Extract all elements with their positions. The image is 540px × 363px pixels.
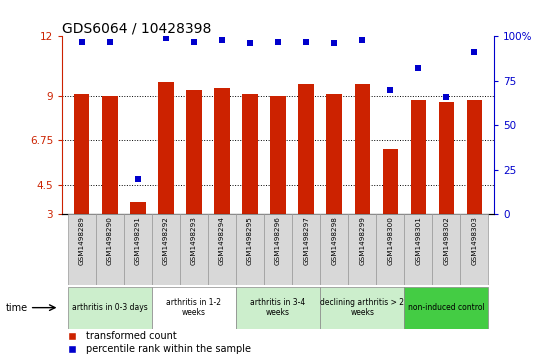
Bar (158, 82, 173, 214)
Text: GSM1498295: GSM1498295 (247, 216, 253, 265)
Point (442, 94, 451, 100)
Point (190, 39, 198, 45)
FancyBboxPatch shape (208, 214, 236, 285)
Bar (299, 84, 314, 214)
FancyBboxPatch shape (96, 214, 124, 285)
Text: declining arthritis > 2
weeks: declining arthritis > 2 weeks (320, 298, 404, 317)
FancyBboxPatch shape (124, 214, 152, 285)
Text: GSM1498297: GSM1498297 (303, 216, 309, 265)
FancyBboxPatch shape (376, 214, 404, 285)
Point (302, 39, 310, 45)
Point (414, 65, 423, 71)
Bar (74, 94, 90, 214)
FancyBboxPatch shape (236, 287, 320, 329)
Bar (102, 95, 118, 214)
Text: arthritis in 1-2
weeks: arthritis in 1-2 weeks (166, 298, 221, 317)
FancyBboxPatch shape (68, 214, 96, 285)
FancyBboxPatch shape (152, 287, 236, 329)
Point (274, 39, 282, 45)
Bar (186, 90, 201, 214)
Bar (410, 99, 426, 214)
Bar (355, 84, 370, 214)
FancyBboxPatch shape (320, 287, 404, 329)
Text: GSM1498293: GSM1498293 (191, 216, 197, 265)
Bar (467, 99, 482, 214)
FancyBboxPatch shape (292, 214, 320, 285)
Point (246, 41, 254, 46)
Text: GSM1498303: GSM1498303 (471, 216, 477, 265)
Point (218, 37, 226, 43)
Bar (214, 88, 230, 214)
FancyBboxPatch shape (152, 214, 180, 285)
Point (77, 39, 86, 45)
Text: GDS6064 / 10428398: GDS6064 / 10428398 (62, 21, 212, 35)
Text: GSM1498298: GSM1498298 (331, 216, 337, 265)
Text: GSM1498301: GSM1498301 (415, 216, 421, 265)
FancyBboxPatch shape (348, 214, 376, 285)
Legend: transformed count, percentile rank within the sample: transformed count, percentile rank withi… (59, 327, 255, 358)
Point (386, 87, 395, 93)
FancyBboxPatch shape (264, 214, 292, 285)
Point (161, 35, 170, 41)
FancyBboxPatch shape (320, 214, 348, 285)
Text: arthritis in 3-4
weeks: arthritis in 3-4 weeks (251, 298, 306, 317)
FancyBboxPatch shape (461, 214, 489, 285)
FancyBboxPatch shape (236, 214, 264, 285)
FancyBboxPatch shape (180, 214, 208, 285)
Bar (271, 95, 286, 214)
Text: non-induced control: non-induced control (408, 303, 485, 312)
FancyBboxPatch shape (404, 287, 489, 329)
Point (358, 37, 367, 43)
Bar (383, 149, 398, 214)
Point (133, 176, 142, 182)
Text: GSM1498290: GSM1498290 (107, 216, 113, 265)
Bar (327, 94, 342, 214)
Text: GSM1498300: GSM1498300 (387, 216, 393, 265)
Text: GSM1498296: GSM1498296 (275, 216, 281, 265)
Bar (130, 202, 146, 214)
Text: GSM1498292: GSM1498292 (163, 216, 169, 265)
Bar (242, 94, 258, 214)
Point (330, 41, 339, 46)
Point (470, 49, 479, 55)
Text: GSM1498294: GSM1498294 (219, 216, 225, 265)
Text: GSM1498289: GSM1498289 (79, 216, 85, 265)
Text: arthritis in 0-3 days: arthritis in 0-3 days (72, 303, 147, 312)
Text: time: time (5, 303, 28, 313)
Point (105, 39, 114, 45)
FancyBboxPatch shape (404, 214, 433, 285)
Text: GSM1498299: GSM1498299 (359, 216, 365, 265)
Text: GSM1498291: GSM1498291 (135, 216, 141, 265)
Text: GSM1498302: GSM1498302 (443, 216, 449, 265)
Bar (438, 102, 454, 214)
FancyBboxPatch shape (433, 214, 461, 285)
FancyBboxPatch shape (68, 287, 152, 329)
